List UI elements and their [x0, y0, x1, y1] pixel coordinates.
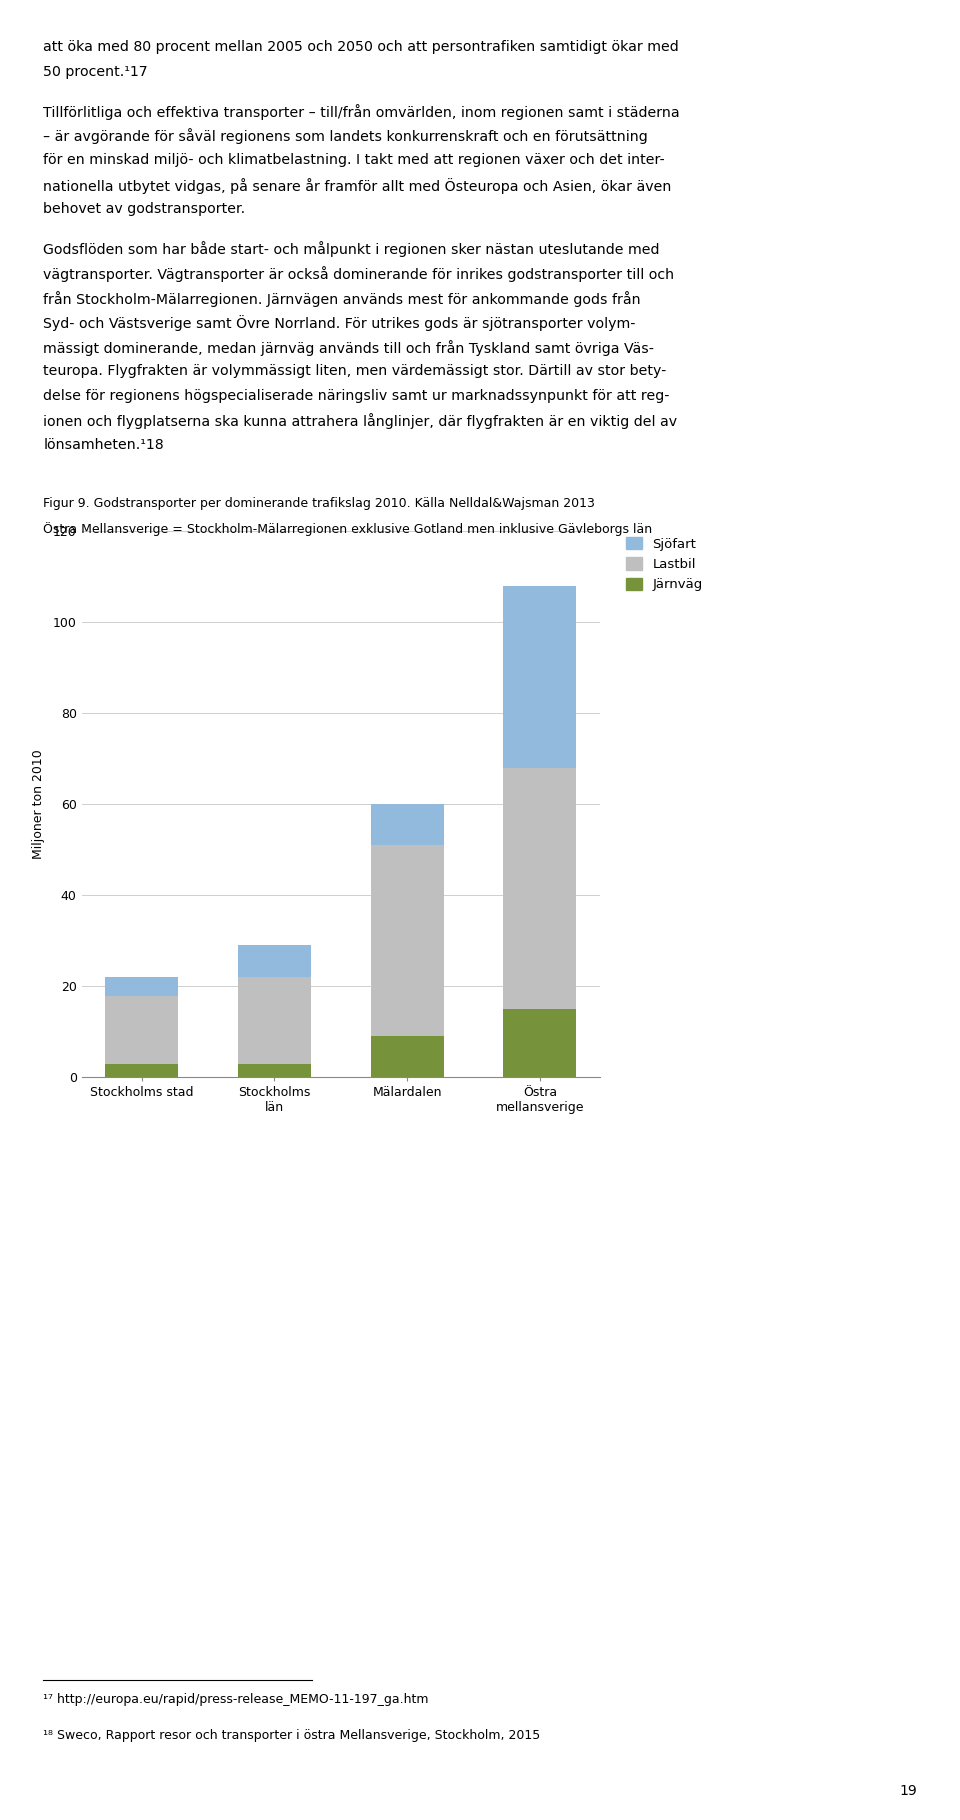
Bar [106, 977, 179, 996]
Bar [371, 1036, 444, 1077]
Bar [238, 945, 311, 977]
Text: Östra Mellansverige = Stockholm-Mälarregionen exklusive Gotland men inklusive Gä: Östra Mellansverige = Stockholm-Mälarreg… [43, 522, 653, 535]
Text: Figur 9. Godstransporter per dominerande trafikslag 2010. Källa Nelldal&Wajsman : Figur 9. Godstransporter per dominerande… [43, 497, 595, 510]
Bar [503, 768, 576, 1008]
Y-axis label: Miljoner ton 2010: Miljoner ton 2010 [32, 750, 44, 859]
Text: – är avgörande för såväl regionens som landets konkurrenskraft och en förutsättn: – är avgörande för såväl regionens som l… [43, 129, 648, 144]
Legend: Sjöfart, Lastbil, Järnväg: Sjöfart, Lastbil, Järnväg [621, 531, 708, 597]
Text: nationella utbytet vidgas, på senare år framför allt med Östeuropa och Asien, ök: nationella utbytet vidgas, på senare år … [43, 178, 672, 193]
Text: ¹⁸ Sweco, Rapport resor och transporter i östra Mellansverige, Stockholm, 2015: ¹⁸ Sweco, Rapport resor och transporter … [43, 1729, 540, 1742]
Bar [106, 996, 179, 1063]
Text: Syd- och Västsverige samt Övre Norrland. För utrikes gods är sjötransporter voly: Syd- och Västsverige samt Övre Norrland.… [43, 315, 636, 331]
Bar [238, 1063, 311, 1077]
Bar [238, 977, 311, 1063]
Bar [371, 844, 444, 1036]
Bar [371, 804, 444, 844]
Text: mässigt dominerande, medan järnväg används till och från Tyskland samt övriga Vä: mässigt dominerande, medan järnväg använ… [43, 340, 654, 355]
Text: behovet av godstransporter.: behovet av godstransporter. [43, 202, 246, 217]
Text: ¹⁷ http://europa.eu/rapid/press-release_MEMO-11-197_ga.htm: ¹⁷ http://europa.eu/rapid/press-release_… [43, 1693, 429, 1705]
Text: vägtransporter. Vägtransporter är också dominerande för inrikes godstransporter : vägtransporter. Vägtransporter är också … [43, 266, 674, 282]
Text: att öka med 80 procent mellan 2005 och 2050 och att persontrafiken samtidigt öka: att öka med 80 procent mellan 2005 och 2… [43, 40, 679, 55]
Text: lönsamheten.¹18: lönsamheten.¹18 [43, 439, 164, 451]
Text: 19: 19 [900, 1784, 917, 1798]
Text: Tillförlitliga och effektiva transporter – till/från omvärlden, inom regionen sa: Tillförlitliga och effektiva transporter… [43, 104, 680, 120]
Text: Godsflöden som har både start- och målpunkt i regionen sker nästan uteslutande m: Godsflöden som har både start- och målpu… [43, 242, 660, 257]
Bar [106, 1063, 179, 1077]
Bar [503, 586, 576, 768]
Text: från Stockholm-Mälarregionen. Järnvägen används mest för ankommande gods från: från Stockholm-Mälarregionen. Järnvägen … [43, 291, 641, 306]
Text: för en minskad miljö- och klimatbelastning. I takt med att regionen växer och de: för en minskad miljö- och klimatbelastni… [43, 153, 665, 167]
Bar [503, 1008, 576, 1077]
Text: ionen och flygplatserna ska kunna attrahera långlinjer, där flygfrakten är en vi: ionen och flygplatserna ska kunna attrah… [43, 413, 678, 430]
Text: delse för regionens högspecialiserade näringsliv samt ur marknadssynpunkt för at: delse för regionens högspecialiserade nä… [43, 389, 670, 402]
Text: teuropa. Flygfrakten är volymmässigt liten, men värdemässigt stor. Därtill av st: teuropa. Flygfrakten är volymmässigt lit… [43, 364, 666, 379]
Text: 50 procent.¹17: 50 procent.¹17 [43, 64, 148, 78]
